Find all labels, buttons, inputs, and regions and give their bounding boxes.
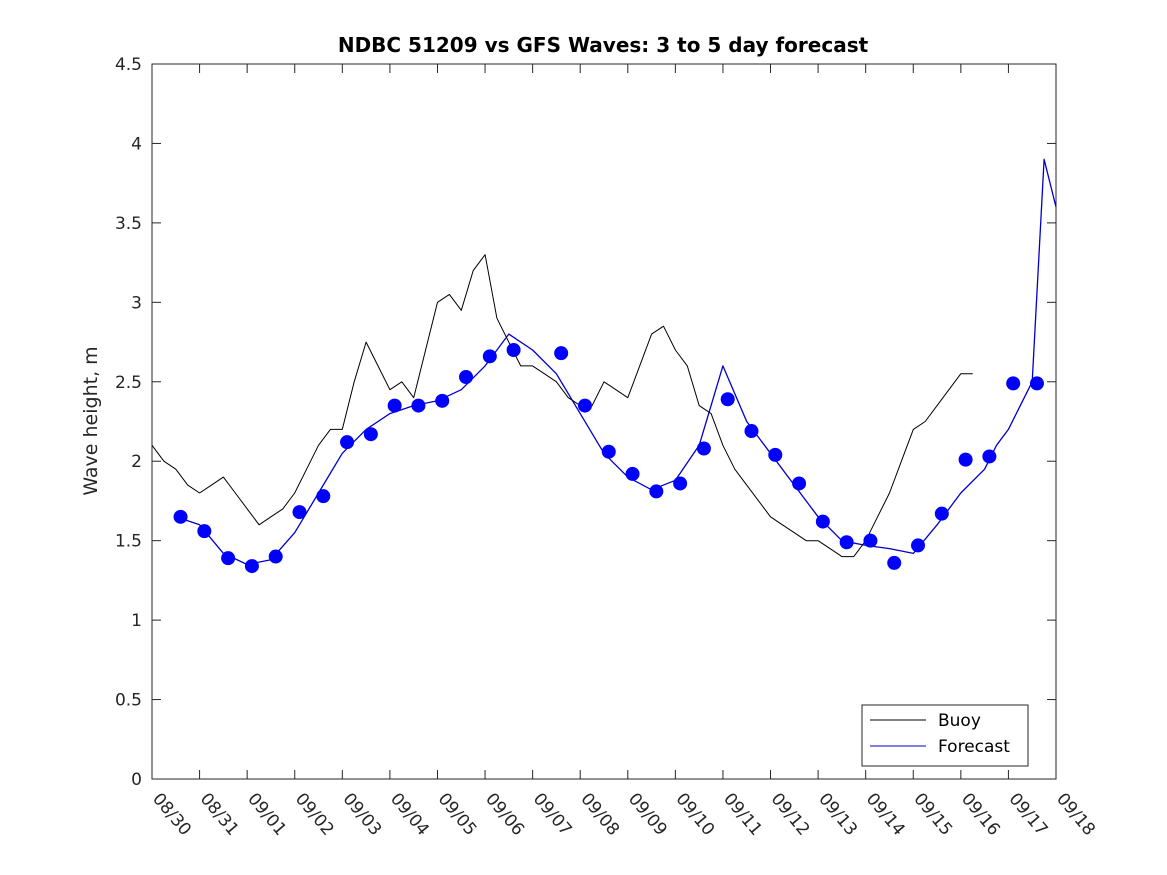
forecast-marker	[768, 447, 783, 462]
forecast-marker	[815, 514, 830, 529]
forecast-marker	[459, 370, 474, 385]
forecast-marker	[673, 476, 688, 491]
y-tick-label: 4.5	[115, 55, 142, 75]
chart-title: NDBC 51209 vs GFS Waves: 3 to 5 day fore…	[338, 33, 869, 57]
legend-box	[861, 704, 1029, 767]
forecast-marker	[554, 346, 569, 361]
y-tick-label: 4	[131, 134, 142, 154]
buoy-line	[151, 254, 973, 558]
forecast-marker	[839, 535, 854, 550]
forecast-marker	[625, 466, 640, 481]
forecast-marker	[744, 424, 759, 439]
forecast-marker	[696, 441, 711, 456]
legend: Buoy Forecast	[861, 704, 1029, 767]
y-axis-label: Wave height, m	[80, 346, 102, 495]
forecast-marker	[649, 484, 664, 499]
y-axis: 0 0.5 1 1.5 2 2.5 3 3.5 4 4.5	[115, 55, 1056, 790]
legend-forecast-label: Forecast	[938, 737, 1010, 757]
plot-area	[151, 63, 1057, 780]
forecast-marker	[482, 349, 497, 364]
forecast-marker	[387, 398, 402, 413]
forecast-marker	[173, 509, 188, 524]
y-tick-label: 0	[131, 770, 142, 790]
forecast-marker	[982, 449, 997, 464]
legend-buoy-label: Buoy	[938, 711, 981, 731]
forecast-marker	[958, 452, 973, 467]
y-tick-label: 3	[131, 293, 142, 313]
forecast-marker	[268, 549, 283, 564]
forecast-marker	[1006, 376, 1021, 391]
y-tick-label: 2	[131, 452, 142, 472]
forecast-marker	[292, 505, 307, 520]
y-tick-label: 1.5	[115, 532, 142, 552]
y-tick-label: 3.5	[115, 214, 142, 234]
forecast-marker	[340, 435, 355, 450]
forecast-marker	[244, 559, 259, 574]
forecast-marker	[435, 393, 450, 408]
forecast-marker	[720, 392, 735, 407]
y-tick-label: 0.5	[115, 691, 142, 711]
forecast-marker	[197, 524, 212, 539]
forecast-marker	[1029, 376, 1044, 391]
forecast-marker	[363, 427, 378, 442]
forecast-marker	[601, 444, 616, 459]
forecast-marker	[316, 489, 331, 504]
forecast-marker	[911, 538, 926, 553]
y-tick-label: 2.5	[115, 373, 142, 393]
forecast-marker	[887, 555, 902, 570]
series-layer	[151, 158, 1057, 574]
forecast-marker	[577, 398, 592, 413]
forecast-marker	[934, 506, 949, 521]
forecast-marker	[411, 398, 426, 413]
forecast-marker	[792, 476, 807, 491]
forecast-marker	[863, 533, 878, 548]
forecast-marker	[506, 343, 521, 357]
forecast-marker	[221, 551, 236, 566]
y-tick-label: 1	[131, 611, 142, 631]
